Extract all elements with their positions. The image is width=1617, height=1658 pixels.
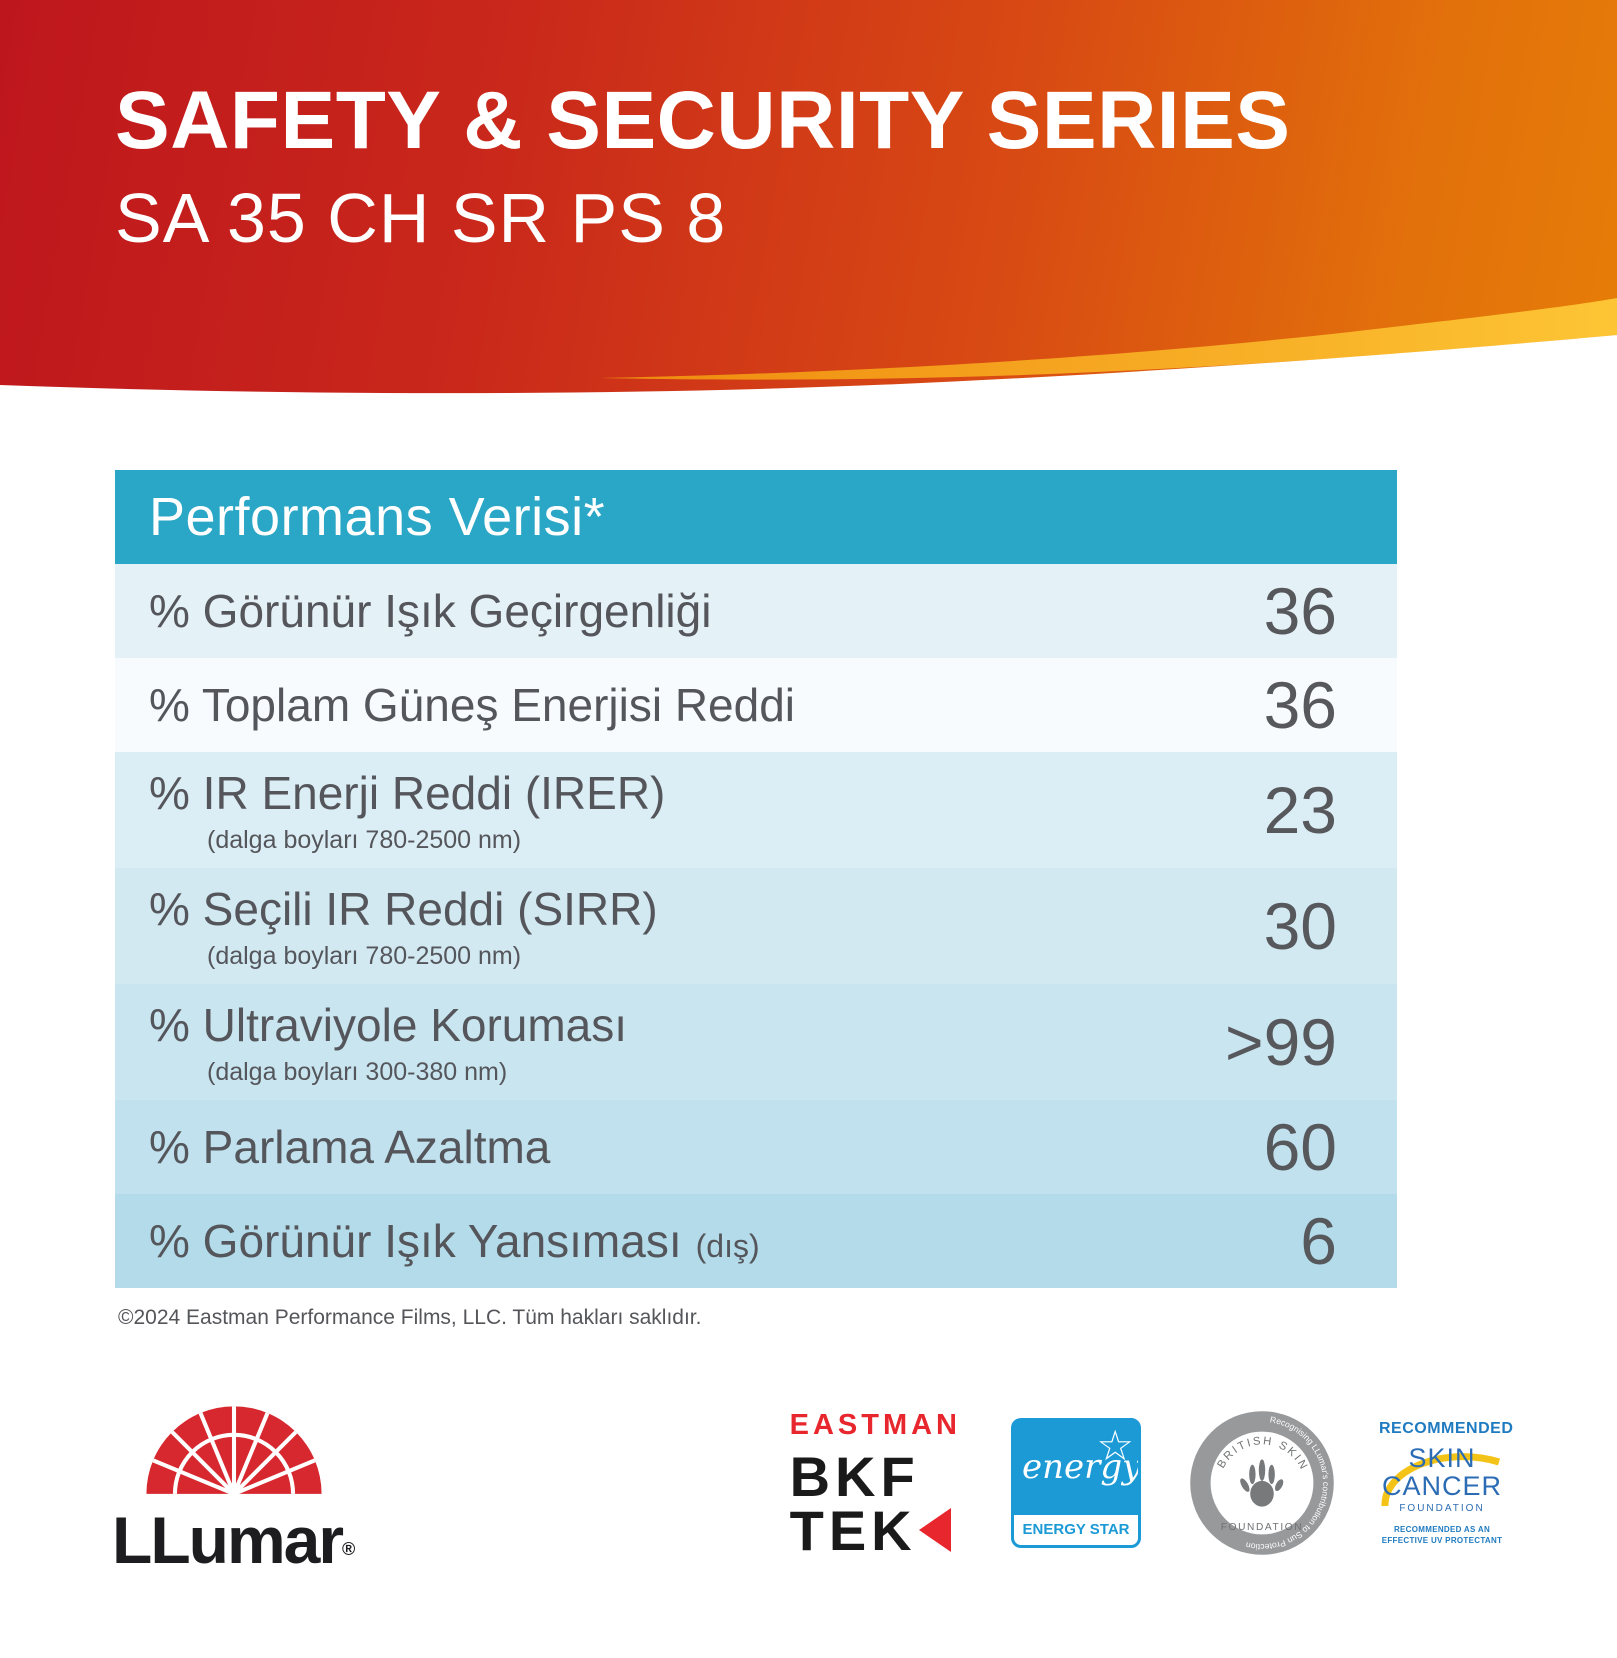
row-value: 36	[1263, 574, 1337, 648]
copyright-footnote: ©2024 Eastman Performance Films, LLC. Tü…	[118, 1306, 702, 1329]
page-title: SAFETY & SECURITY SERIES	[115, 75, 1291, 166]
table-row-ir-energy-rejection: % IR Enerji Reddi (IRER) (dalga boyları …	[115, 752, 1397, 868]
row-label: % Görünür Işık Yansıması (dış)	[149, 1215, 760, 1267]
row-value: >99	[1225, 1005, 1337, 1079]
hero-banner: SAFETY & SECURITY SERIES SA 35 CH SR PS …	[0, 0, 1617, 400]
table-header-label: Performans Verisi*	[149, 487, 606, 547]
row-label: % Toplam Güneş Enerjisi Reddi	[149, 679, 796, 731]
row-sublabel: (dalga boyları 780-2500 nm)	[207, 825, 522, 854]
eastman-wordmark: EASTMAN	[789, 1409, 961, 1442]
scf-line3: FOUNDATION	[1399, 1502, 1485, 1514]
llumar-wordmark: LLumar®	[112, 1503, 356, 1577]
hero-curve-decoration	[0, 298, 1617, 400]
row-sublabel: (dalga boyları 300-380 nm)	[207, 1057, 508, 1086]
energy-star-mark: energy ☆	[1014, 1421, 1138, 1515]
row-label: % Görünür Işık Geçirgenliği	[149, 585, 712, 637]
row-label: % IR Enerji Reddi (IRER) (dalga boyları …	[149, 766, 666, 854]
row-value: 23	[1263, 773, 1337, 847]
llumar-logo: LLumar®	[112, 1388, 355, 1578]
table-row-ultraviolet-protection: % Ultraviyole Koruması (dalga boyları 30…	[115, 984, 1397, 1100]
hero-text: SAFETY & SECURITY SERIES SA 35 CH SR PS …	[115, 75, 1291, 258]
british-skin-foundation-seal-icon: Recognising LLumar's contribution to Sun…	[1190, 1411, 1334, 1555]
energy-star-label: ENERGY STAR	[1014, 1515, 1138, 1545]
star-icon: ☆	[1096, 1422, 1134, 1469]
row-value: 36	[1263, 668, 1337, 742]
row-value: 6	[1300, 1204, 1337, 1278]
row-sublabel: (dalga boyları 780-2500 nm)	[207, 941, 522, 970]
scf-mark: SKIN CANCER FOUNDATION	[1379, 1440, 1505, 1516]
energy-star-logo: energy ☆ ENERGY STAR	[1011, 1418, 1141, 1548]
scf-line1: SKIN	[1408, 1442, 1476, 1473]
table-row-visible-light-reflection: % Görünür Işık Yansıması (dış) 6	[115, 1194, 1397, 1288]
registered-mark: ®	[342, 1539, 356, 1559]
bkftek-line1: BKF	[789, 1445, 920, 1509]
scf-line2: CANCER	[1381, 1471, 1502, 1502]
llumar-shell-icon	[146, 1406, 322, 1496]
table-row-total-solar-energy-rejected: % Toplam Güneş Enerjisi Reddi 36	[115, 658, 1397, 752]
scf-recommended-label: RECOMMENDED	[1379, 1419, 1514, 1437]
bsf-bottom-text: FOUNDATION	[1221, 1522, 1303, 1533]
row-label: % Seçili IR Reddi (SIRR) (dalga boyları …	[149, 882, 658, 970]
bkftek-line2: TEK	[790, 1502, 961, 1558]
page: SAFETY & SECURITY SERIES SA 35 CH SR PS …	[0, 0, 1617, 1588]
row-label-suffix: (dış)	[695, 1228, 760, 1264]
logo-strip: LLumar® EASTMAN BKF TEK energy ☆ ENERGY …	[0, 1378, 1617, 1588]
table-header: Performans Verisi*	[115, 470, 1397, 564]
skin-cancer-foundation-logo: RECOMMENDED SKIN CANCER FOUNDATION RECOM…	[1379, 1419, 1514, 1546]
row-value: 60	[1263, 1110, 1337, 1184]
energy-script-text: energy	[1022, 1447, 1141, 1487]
british-skin-foundation-logo: Recognising LLumar's contribution to Sun…	[1187, 1408, 1337, 1558]
performance-table: Performans Verisi* % Görünür Işık Geçirg…	[115, 470, 1397, 1288]
product-code: SA 35 CH SR PS 8	[115, 179, 727, 258]
scf-yellow-arc-icon	[1381, 1453, 1501, 1507]
row-label: % Parlama Azaltma	[149, 1121, 551, 1173]
bkftek-arrow-icon	[918, 1508, 951, 1553]
table-row-glare-reduction: % Parlama Azaltma 60	[115, 1100, 1397, 1194]
hand-icon	[1240, 1459, 1284, 1507]
table-row-selective-ir-rejection: % Seçili IR Reddi (SIRR) (dalga boyları …	[115, 868, 1397, 984]
row-value: 30	[1263, 889, 1337, 963]
row-label: % Ultraviyole Koruması (dalga boyları 30…	[149, 998, 628, 1086]
scf-footer-text: RECOMMENDED AS AN EFFECTIVE UV PROTECTAN…	[1381, 1524, 1503, 1545]
table-row-visible-light-transmission: % Görünür Işık Geçirgenliği 36	[115, 564, 1397, 658]
eastman-bkftek-logo: EASTMAN BKF TEK	[789, 1409, 961, 1558]
